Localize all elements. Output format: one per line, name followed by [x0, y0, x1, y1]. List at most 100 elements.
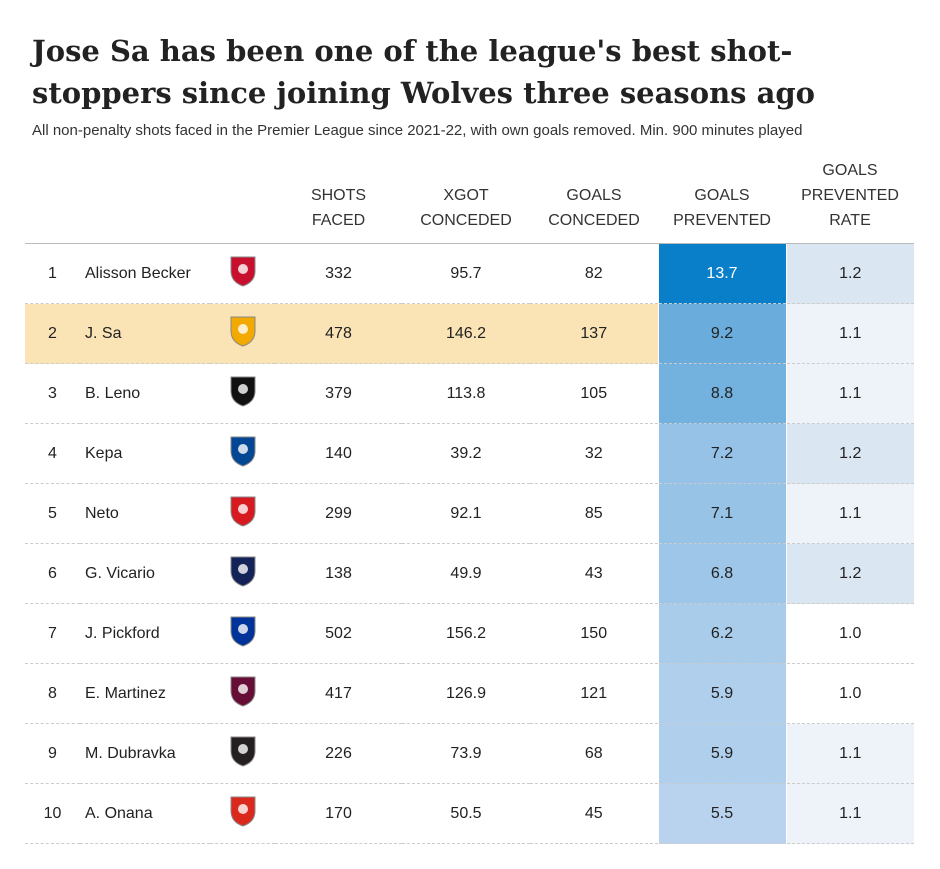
cell: 39.2 [402, 423, 530, 484]
rank: 7 [25, 603, 80, 664]
rank: 8 [25, 663, 80, 724]
table-row: 2 J. Sa 478 146.2 137 9.2 1.1 [25, 303, 914, 364]
crest [230, 496, 255, 527]
rank: 1 [25, 243, 80, 304]
player-name: Alisson Becker [80, 243, 210, 304]
table: SHOTS FACED XGOT CONCEDED GOALS CONCEDED GO… [25, 158, 914, 844]
column-header: SHOTS FACED [275, 158, 402, 244]
cell: 1.1 [785, 303, 914, 364]
crest [230, 256, 255, 287]
player-name: J. Sa [80, 303, 210, 364]
column-header-text: GOALS CONCEDED [548, 187, 640, 229]
player-name: G. Vicario [80, 543, 210, 604]
cell: 1.1 [785, 483, 914, 544]
cell: 43 [530, 543, 658, 604]
cell: 1.2 [785, 543, 914, 604]
title: Jose Sa has been one of the league's bes… [32, 34, 816, 110]
column-header: GOALS CONCEDED [530, 158, 658, 244]
cell: 7.2 [657, 423, 786, 484]
crest [230, 556, 255, 587]
cell: 1.1 [785, 363, 914, 424]
player-name: J. Pickford [80, 603, 210, 664]
player-name: Kepa [80, 423, 210, 484]
table-row: 10 A. Onana 170 50.5 45 5.5 1.1 [25, 783, 914, 844]
club-logo [210, 603, 275, 664]
cell: 113.8 [402, 363, 530, 424]
cell: 478 [275, 303, 402, 364]
rank: 10 [25, 783, 80, 844]
cell: 299 [275, 483, 402, 544]
cell: 502 [275, 603, 402, 664]
player-name: M. Dubravka [80, 723, 210, 784]
table-row: 8 E. Martinez 417 126.9 121 5.9 1.0 [25, 663, 914, 724]
cell: 6.2 [657, 603, 786, 664]
club-logo [210, 783, 275, 844]
cell: 50.5 [402, 783, 530, 844]
cell: 5.9 [657, 663, 786, 724]
club-logo [210, 663, 275, 724]
cell: 105 [530, 363, 658, 424]
column-header-text: GOALS PREVENTED [673, 187, 771, 229]
cell: 73.9 [402, 723, 530, 784]
cell: 5.5 [657, 783, 786, 844]
player-name: E. Martinez [80, 663, 210, 724]
cell: 156.2 [402, 603, 530, 664]
table-row: 1 Alisson Becker 332 95.7 82 13.7 1.2 [25, 243, 914, 304]
player-name: B. Leno [80, 363, 210, 424]
club-logo [210, 423, 275, 484]
cell: 9.2 [657, 303, 786, 364]
rank: 2 [25, 303, 80, 364]
cell: 146.2 [402, 303, 530, 364]
column-header: GOALS PREVENTED RATE [786, 158, 914, 244]
table-row: 9 M. Dubravka 226 73.9 68 5.9 1.1 [25, 723, 914, 784]
column-header-text: SHOTS FACED [310, 187, 367, 229]
cell: 140 [275, 423, 402, 484]
cell: 92.1 [402, 483, 530, 544]
cell: 126.9 [402, 663, 530, 724]
cell: 68 [530, 723, 658, 784]
cell: 379 [275, 363, 402, 424]
cell: 138 [275, 543, 402, 604]
cell: 417 [275, 663, 402, 724]
cell: 6.8 [657, 543, 786, 604]
subtitle: All non-penalty shots faced in the Premi… [32, 122, 803, 139]
cell: 32 [530, 423, 658, 484]
player-name: A. Onana [80, 783, 210, 844]
cell: 13.7 [657, 243, 786, 304]
column-header-text: XGOT CONCEDED [420, 187, 512, 229]
crest [230, 676, 255, 707]
club-logo [210, 723, 275, 784]
cell: 1.2 [785, 243, 914, 304]
cell: 121 [530, 663, 658, 724]
column-header-text: GOALS PREVENTED RATE [801, 162, 899, 229]
cell: 1.0 [785, 603, 914, 664]
cell: 170 [275, 783, 402, 844]
cell: 137 [530, 303, 658, 364]
club-logo [210, 483, 275, 544]
table-row: 7 J. Pickford 502 156.2 150 6.2 1.0 [25, 603, 914, 664]
crest [230, 376, 255, 407]
rank: 9 [25, 723, 80, 784]
cell: 95.7 [402, 243, 530, 304]
club-logo [210, 543, 275, 604]
cell: 150 [530, 603, 658, 664]
crest [230, 616, 255, 647]
crest [230, 436, 255, 467]
club-logo [210, 243, 275, 304]
cell: 85 [530, 483, 658, 544]
crest [230, 796, 255, 827]
crest [230, 316, 255, 347]
cell: 1.1 [785, 783, 914, 844]
cell: 49.9 [402, 543, 530, 604]
cell: 5.9 [657, 723, 786, 784]
club-logo [210, 363, 275, 424]
table-row: 3 B. Leno 379 113.8 105 8.8 1.1 [25, 363, 914, 424]
cell: 82 [530, 243, 658, 304]
club-logo [210, 303, 275, 364]
table-row: 5 Neto 299 92.1 85 7.1 1.1 [25, 483, 914, 544]
rank: 6 [25, 543, 80, 604]
column-header: XGOT CONCEDED [402, 158, 530, 244]
cell: 8.8 [657, 363, 786, 424]
table-row: 6 G. Vicario 138 49.9 43 6.8 1.2 [25, 543, 914, 604]
